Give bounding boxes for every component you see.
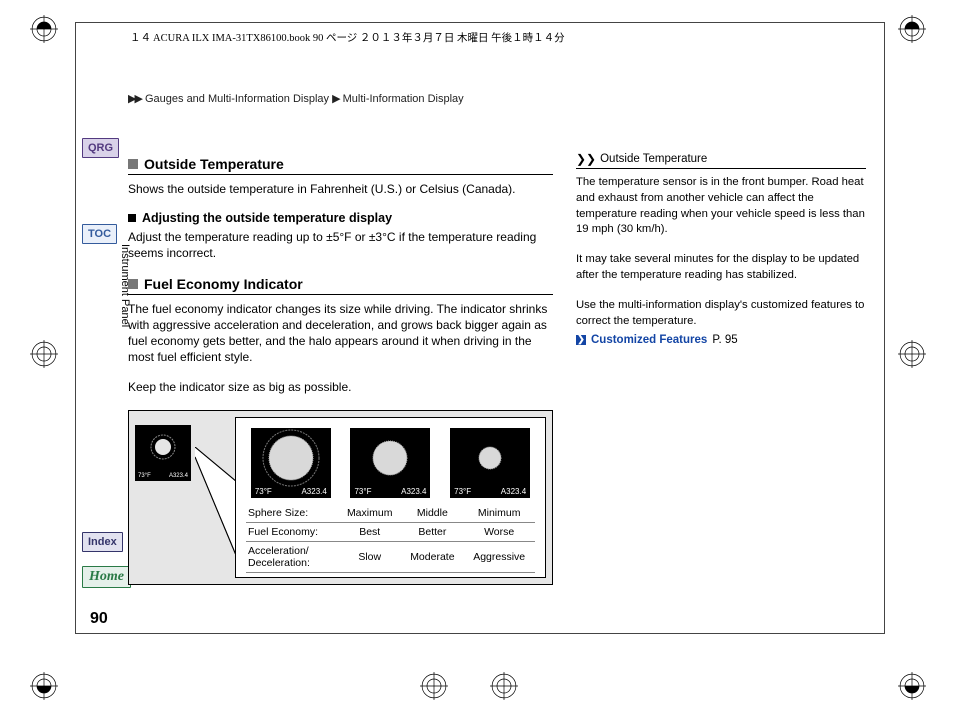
crop-mark-icon [898, 672, 926, 700]
thumb-temp: 73°F [138, 473, 151, 479]
row-cell: Best [338, 522, 401, 541]
row-cell: Middle [401, 504, 463, 523]
qrg-tab[interactable]: QRG [82, 138, 119, 158]
main-column: Outside Temperature Shows the outside te… [128, 156, 553, 585]
side-note-title: ❯❯ Outside Temperature [576, 152, 866, 169]
toc-tab[interactable]: TOC [82, 224, 117, 244]
row-cell: Slow [338, 541, 401, 572]
subsection-header: Adjusting the outside temperature displa… [128, 211, 553, 225]
breadcrumb-arrow-icon: ▶▶ [128, 93, 141, 105]
info-arrow-icon: ❯❯ [576, 152, 596, 166]
row-label: Acceleration/ Deceleration: [246, 541, 338, 572]
section-title: Outside Temperature [144, 156, 284, 172]
instrument-thumbnail: 73°F A323.4 [135, 425, 191, 481]
figure-table-row: Fuel Economy: Best Better Worse [246, 522, 535, 541]
side-text: The temperature sensor is in the front b… [576, 175, 866, 238]
crop-mark-icon [30, 340, 58, 368]
thumb-odo: A323.4 [169, 473, 188, 479]
crop-mark-icon [30, 672, 58, 700]
side-title-text: Outside Temperature [600, 153, 707, 165]
row-label: Sphere Size: [246, 504, 338, 523]
crop-mark-icon [898, 340, 926, 368]
crop-mark-icon [898, 15, 926, 43]
fuel-economy-display: 73°FA323.4 [450, 428, 530, 498]
crop-mark-icon [420, 672, 448, 700]
figure-table-row: Acceleration/ Deceleration: Slow Moderat… [246, 541, 535, 572]
fuel-economy-display: 73°FA323.4 [350, 428, 430, 498]
customized-features-link[interactable]: ❯ Customized Features P. 95 [576, 334, 866, 346]
square-bullet-icon [128, 159, 138, 169]
fuel-economy-display: 73°FA323.4 [251, 428, 331, 498]
fuel-economy-figure: 73°F A323.4 73°FA323.4 73°FA323.4 73°FA3… [128, 410, 553, 585]
page-header-text: １４ ACURA ILX IMA-31TX86100.book 90 ページ ２… [130, 30, 565, 45]
section-header-outside-temp: Outside Temperature [128, 156, 553, 175]
row-cell: Worse [463, 522, 535, 541]
section-header-fuel-economy: Fuel Economy Indicator [128, 276, 553, 295]
body-text: Adjust the temperature reading up to ±5°… [128, 229, 553, 261]
body-text: Shows the outside temperature in Fahrenh… [128, 181, 553, 197]
row-cell: Minimum [463, 504, 535, 523]
crop-mark-icon [30, 15, 58, 43]
row-label: Fuel Economy: [246, 522, 338, 541]
index-tab[interactable]: Index [82, 532, 123, 552]
ref-link-page: P. 95 [712, 334, 737, 346]
callout-box: 73°FA323.4 73°FA323.4 73°FA323.4 Sphere … [235, 417, 546, 578]
row-cell: Maximum [338, 504, 401, 523]
square-bullet-icon [128, 279, 138, 289]
ref-link-label: Customized Features [591, 334, 707, 346]
home-tab[interactable]: Home [82, 566, 131, 588]
row-cell: Moderate [401, 541, 463, 572]
page-number: 90 [90, 610, 108, 628]
row-cell: Better [401, 522, 463, 541]
body-text: The fuel economy indicator changes its s… [128, 301, 553, 366]
breadcrumb: ▶▶ Gauges and Multi-Information Display … [128, 92, 464, 105]
figure-label-table: Sphere Size: Maximum Middle MinimumFuel … [246, 504, 535, 573]
body-text: Keep the indicator size as big as possib… [128, 379, 553, 395]
breadcrumb-level1: Gauges and Multi-Information Display [145, 93, 329, 105]
side-text: Use the multi-information display's cust… [576, 298, 866, 330]
breadcrumb-arrow-icon: ▶ [332, 93, 338, 105]
side-column: ❯❯ Outside Temperature The temperature s… [576, 152, 866, 346]
crop-mark-icon [490, 672, 518, 700]
side-text: It may take several minutes for the disp… [576, 252, 866, 284]
section-title: Fuel Economy Indicator [144, 276, 303, 292]
row-cell: Aggressive [463, 541, 535, 572]
breadcrumb-level2: Multi-Information Display [343, 93, 464, 105]
link-arrow-icon: ❯ [576, 335, 586, 345]
subsection-title: Adjusting the outside temperature displa… [142, 211, 392, 225]
figure-table-row: Sphere Size: Maximum Middle Minimum [246, 504, 535, 523]
